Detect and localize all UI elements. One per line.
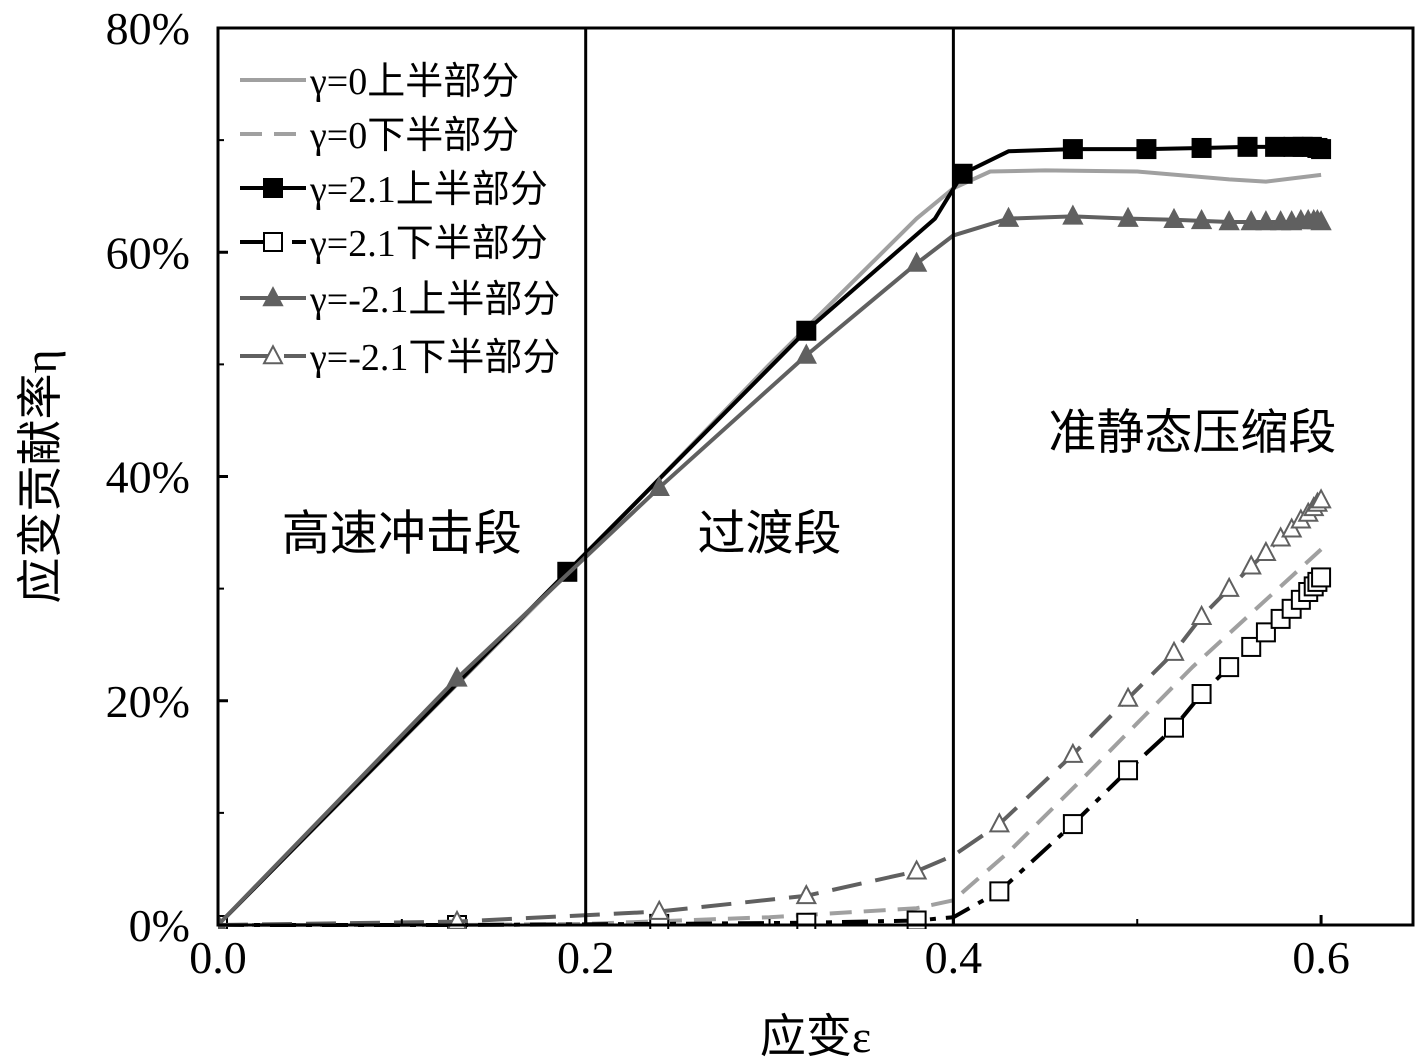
series-1 — [218, 547, 1323, 927]
data-point — [1310, 210, 1332, 231]
data-point — [262, 344, 284, 365]
data-point — [1163, 640, 1185, 661]
data-point — [1164, 717, 1184, 738]
data-point — [648, 475, 670, 497]
data-point — [1190, 604, 1213, 625]
x-tick-label: 0.2 — [557, 932, 615, 983]
series-line — [218, 214, 1322, 927]
data-point — [997, 206, 1020, 227]
data-point — [1190, 208, 1213, 230]
data-point — [795, 343, 817, 364]
legend-label: γ=-2.1上半部分 — [309, 279, 560, 321]
data-point — [1163, 207, 1185, 229]
data-point — [1240, 210, 1262, 231]
legend-label: γ=0上半部分 — [309, 61, 519, 103]
stage-label: 高速冲击段 — [282, 507, 522, 560]
data-point — [1191, 137, 1212, 158]
data-point — [1062, 814, 1083, 835]
stage-labels: 高速冲击段 过渡段 准静态压缩段 — [282, 406, 1337, 560]
data-point — [1218, 210, 1240, 231]
data-point — [1219, 657, 1240, 678]
stage-label: 准静态压缩段 — [1048, 406, 1336, 459]
legend-item: γ=-2.1下半部分 — [240, 337, 560, 379]
axis-ticks: 0.0 0.2 0.4 0.6 0% 20% 40% 60% 80% — [106, 3, 1350, 983]
legend: γ=0上半部分 γ=0下半部分 γ=2.1上半部分 γ=2.1下半部分 γ=-2.1上半… — [240, 61, 560, 379]
data-point — [1311, 139, 1332, 160]
x-tick-label: 0.6 — [1292, 932, 1350, 983]
series-5 — [218, 488, 1332, 929]
series-4 — [218, 204, 1332, 929]
legend-label: γ=0下半部分 — [309, 115, 519, 157]
x-tick-label: 0.4 — [925, 932, 983, 983]
legend-item: γ=0上半部分 — [240, 61, 519, 103]
data-point — [262, 286, 284, 307]
series-line — [218, 547, 1323, 927]
y-tick-label: 0% — [129, 900, 190, 951]
legend-item: γ=-2.1上半部分 — [240, 279, 560, 321]
y-axis-label: 应变贡献率η — [15, 349, 66, 603]
stage-dividers — [584, 28, 955, 925]
data-point — [1062, 204, 1084, 225]
data-point — [263, 178, 283, 198]
series-3 — [218, 567, 1332, 929]
data-point — [1117, 206, 1139, 227]
data-point — [263, 232, 283, 252]
data-point — [1191, 684, 1212, 705]
data-point — [796, 912, 817, 929]
data-point — [446, 666, 468, 687]
legend-item: γ=2.1上半部分 — [240, 169, 548, 211]
data-point — [1255, 622, 1276, 643]
data-point — [1311, 567, 1332, 588]
data-point — [1240, 554, 1262, 575]
x-axis-label: 应变ε — [760, 1011, 871, 1059]
data-point — [1117, 686, 1139, 707]
data-point — [1118, 760, 1139, 781]
data-point — [1310, 488, 1332, 509]
data-point — [1136, 139, 1157, 160]
data-point — [1062, 742, 1084, 763]
data-point — [1255, 210, 1277, 231]
legend-item: γ=0下半部分 — [240, 115, 519, 157]
stage-label: 过渡段 — [698, 507, 842, 560]
data-point — [952, 163, 973, 184]
y-tick-label: 80% — [106, 3, 190, 54]
legend-item: γ=2.1下半部分 — [240, 223, 548, 265]
series-line — [218, 498, 1323, 927]
data-point — [1255, 540, 1277, 562]
legend-label: γ=-2.1下半部分 — [309, 337, 560, 379]
data-point — [905, 859, 928, 880]
data-point — [1237, 136, 1258, 157]
y-tick-label: 60% — [106, 227, 190, 278]
data-point — [1218, 576, 1240, 597]
series-2 — [218, 136, 1332, 927]
x-tick-label: 0.0 — [189, 932, 247, 983]
data-point — [648, 899, 670, 920]
plot-frame — [216, 26, 1415, 927]
legend-label: γ=2.1下半部分 — [309, 223, 548, 265]
data-point — [1062, 139, 1083, 160]
data-point — [906, 910, 927, 929]
data-point — [988, 812, 1011, 833]
data-point — [1265, 136, 1286, 157]
series-line — [218, 576, 1323, 927]
data-point — [905, 251, 928, 272]
y-tick-label: 40% — [106, 452, 190, 503]
data-point — [795, 883, 817, 905]
data-point — [1241, 636, 1262, 657]
legend-label: γ=2.1上半部分 — [309, 169, 548, 211]
data-point — [989, 881, 1010, 902]
data-point — [796, 320, 817, 341]
y-tick-label: 20% — [106, 676, 190, 727]
